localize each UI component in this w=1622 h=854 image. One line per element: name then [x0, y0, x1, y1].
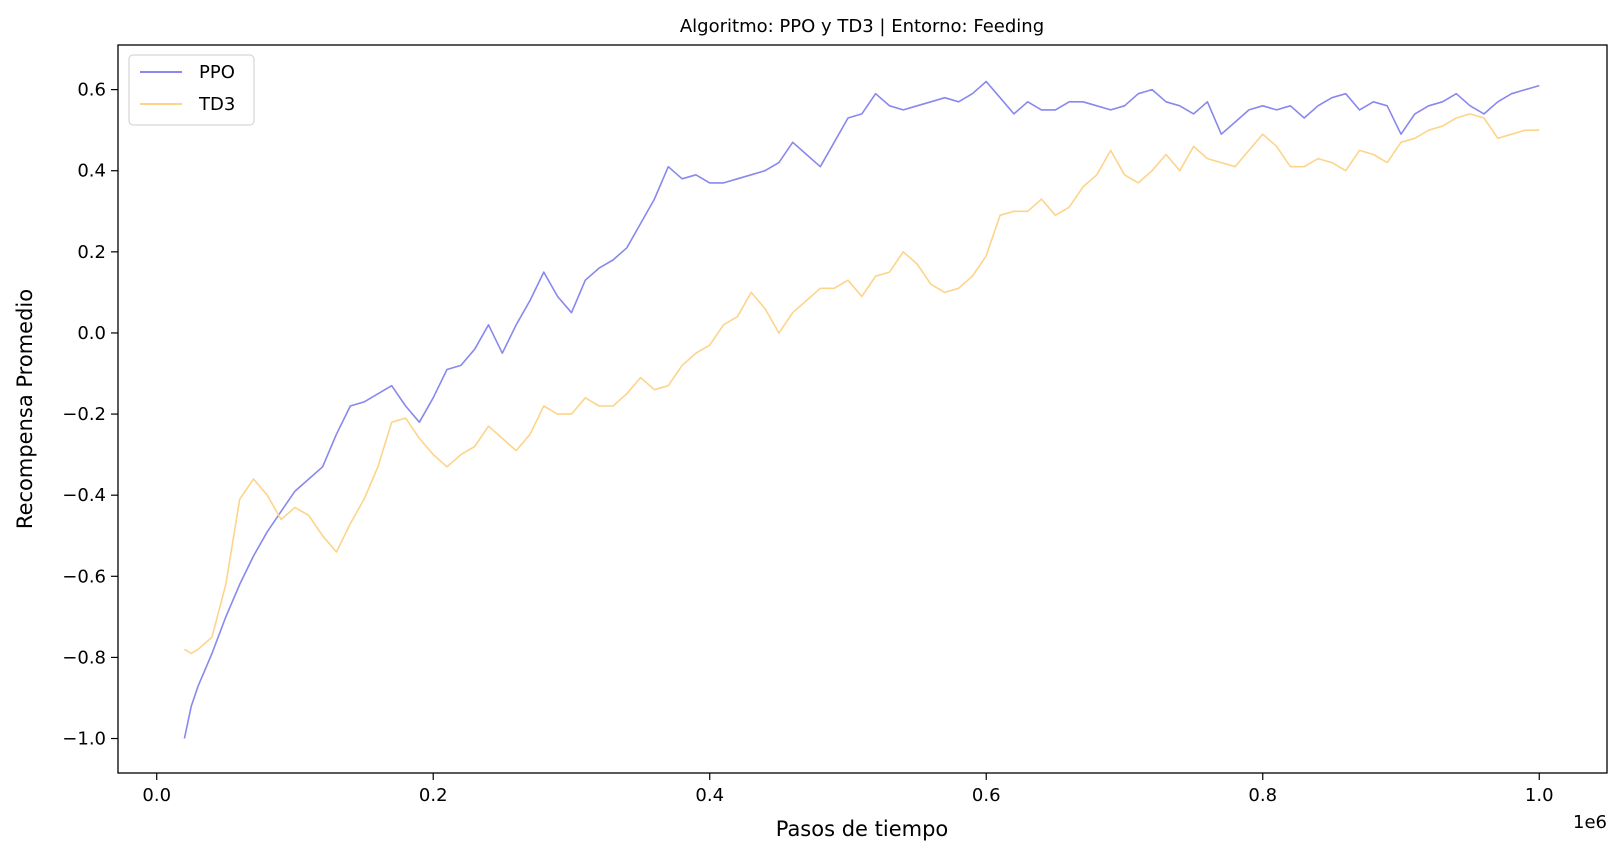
x-tick-label: 0.0: [142, 785, 171, 806]
x-tick-label: 0.8: [1248, 785, 1277, 806]
y-axis: −1.0 −0.8 −0.6 −0.4 −0.2 0.0 0.2 0.4 0.6: [62, 80, 118, 750]
legend: PPO TD3: [128, 54, 255, 126]
x-tick-label: 0.2: [419, 785, 448, 806]
y-tick-label: 0.2: [77, 242, 106, 263]
x-tick-label: 1.0: [1525, 785, 1554, 806]
x-axis: 0.0 0.2 0.4 0.6 0.8 1.0: [142, 773, 1554, 806]
plot-area: [118, 45, 1607, 773]
legend-label-ppo: PPO: [199, 62, 235, 83]
y-tick-label: −0.8: [62, 647, 106, 668]
plot-frame: [117, 44, 1608, 774]
y-tick-label: −0.2: [62, 404, 106, 425]
x-tick-label: 0.6: [972, 785, 1001, 806]
y-tick-label: 0.4: [77, 161, 106, 182]
y-tick-label: −0.6: [62, 566, 106, 587]
y-tick-label: −0.4: [62, 485, 106, 506]
y-tick-label: −1.0: [62, 729, 106, 750]
series-line-ppo: [183, 80, 1540, 739]
legend-label-td3: TD3: [198, 94, 235, 115]
x-axis-offset-label: 1e6: [1573, 812, 1607, 833]
x-axis-label: Pasos de tiempo: [776, 817, 949, 841]
chart-title: Algoritmo: PPO y TD3 | Entorno: Feeding: [680, 16, 1044, 37]
x-tick-label: 0.4: [695, 785, 724, 806]
y-tick-label: 0.0: [77, 323, 106, 344]
series-line-td3: [183, 113, 1540, 655]
y-tick-label: 0.6: [77, 80, 106, 101]
y-axis-label: Recompensa Promedio: [13, 289, 37, 529]
series-layer: [183, 80, 1540, 739]
